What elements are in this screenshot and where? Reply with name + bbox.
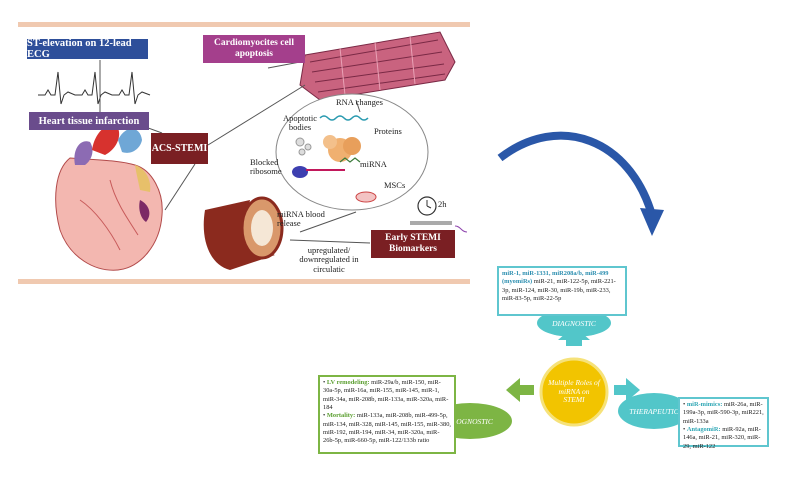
- ribosome: [292, 166, 308, 178]
- cardiomyocyte-tissue: [300, 32, 455, 100]
- lv-remodeling-label: LV remodeling:: [327, 379, 370, 386]
- diagnostic-text: DIAGNOSTIC: [537, 315, 611, 331]
- antagomir-label: AntagomiR:: [687, 426, 721, 433]
- ecg-label: ST-elevation on 12-lead ECG: [27, 39, 148, 59]
- blocked-ribosome-label: Blocked ribosome: [250, 158, 290, 177]
- heart-label: Heart tissue infarction: [29, 112, 149, 130]
- msc-cell: [356, 192, 376, 202]
- heart-illustration: [56, 125, 163, 270]
- time-label: 2h: [438, 200, 447, 209]
- cardiomyocyte-label: Cardiomyocites cell apoptosis: [203, 35, 305, 63]
- blood-vessel: [204, 198, 282, 270]
- ecg-trace: [38, 72, 150, 104]
- tube-icon: [410, 221, 452, 225]
- prognostic-panel: • LV remodeling: miR-29a/b, miR-150, miR…: [318, 375, 456, 454]
- biomarkers-label: Early STEMI Biomarkers: [371, 230, 455, 258]
- hub-center-text: Multiple Roles of miRNA on STEMI: [548, 368, 600, 416]
- mirna-label: miRNA: [360, 160, 387, 169]
- mortality-label: Mortality:: [327, 412, 355, 419]
- therapeutic-panel: • miR-mimics: miR-26a, miR-199a-3p, miR-…: [678, 397, 769, 447]
- rna-changes-label: RNA changes: [336, 98, 383, 107]
- blood-release-label: miRNA blood release: [277, 210, 345, 229]
- prognostic-arrow: [506, 378, 534, 402]
- diagnostic-panel: miR-1, miR-1331, miR208a/b, miR-499 (myo…: [497, 266, 627, 316]
- acs-stemi-label: ACS-STEMI: [151, 133, 208, 164]
- mscs-label: MSCs: [384, 181, 405, 190]
- apoptotic-bodies-label: Apoptotic bodies: [283, 114, 317, 133]
- regulation-label: upregulated/ downregulated in circulatic: [292, 246, 366, 274]
- proteins-label: Proteins: [374, 127, 402, 136]
- mimics-label: miR-mimics:: [687, 401, 723, 408]
- curved-arrow: [500, 136, 652, 215]
